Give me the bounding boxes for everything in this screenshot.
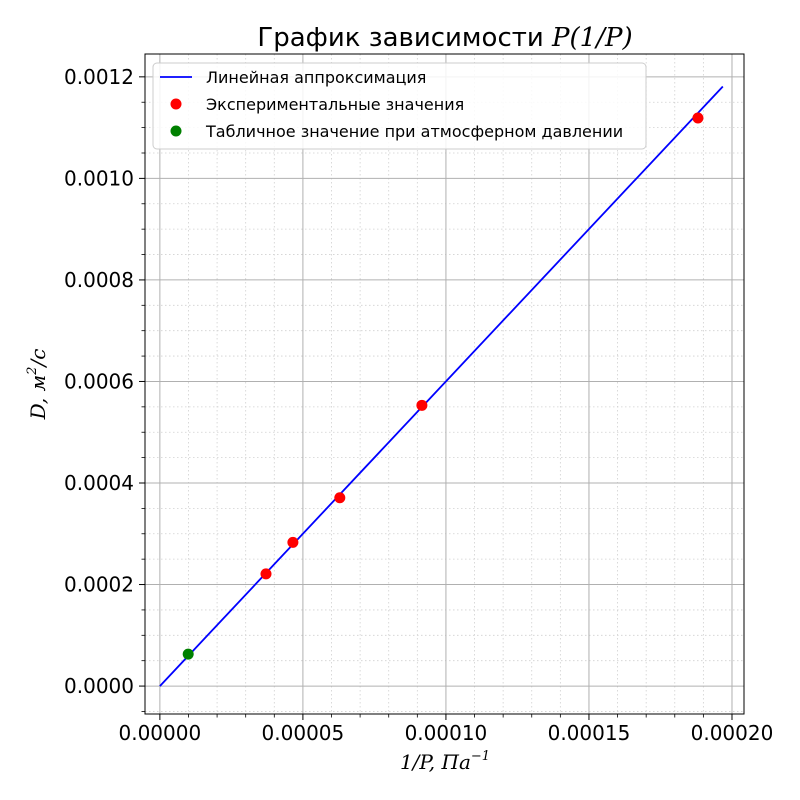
chart-title: График зависимости P(1/P): [257, 23, 632, 53]
legend-label-fit: Линейная аппроксимация: [206, 68, 426, 87]
legend-marker-experimental: [170, 98, 182, 110]
major-grid: [145, 54, 744, 714]
experimental-point: [287, 536, 299, 548]
y-tick-label: 0.0000: [64, 674, 134, 698]
legend: Линейная аппроксимация Экспериментальные…: [152, 62, 647, 150]
axis-ticks: [139, 76, 733, 720]
y-tick-label: 0.0010: [64, 166, 134, 190]
x-tick-label: 0.00020: [691, 721, 774, 745]
x-tick-label: 0.00010: [405, 721, 488, 745]
plot-area-frame: [144, 53, 745, 715]
x-axis-label: 1/P, Па−1: [400, 749, 490, 774]
series-layer: [159, 85, 724, 687]
x-tick-label: 0.00005: [262, 721, 345, 745]
y-tick-label: 0.0008: [64, 268, 134, 292]
x-tick-label: 0.00000: [119, 721, 202, 745]
experimental-point: [416, 399, 428, 411]
tick-labels: 0.00000 0.00005 0.00010 0.00015 0.00020 0.000…: [64, 65, 773, 745]
experimental-point: [260, 568, 272, 580]
y-tick-label: 0.0006: [64, 369, 134, 393]
legend-box: [152, 62, 647, 150]
table-value-point: [182, 648, 194, 660]
legend-marker-table: [170, 125, 182, 137]
y-axis-label: D, м2/с: [25, 349, 50, 421]
experimental-point: [692, 112, 704, 124]
y-tick-label: 0.0004: [64, 471, 134, 495]
legend-label-table: Табличное значение при атмосферном давле…: [205, 122, 623, 141]
x-tick-label: 0.00015: [548, 721, 631, 745]
legend-label-experimental: Экспериментальные значения: [206, 95, 464, 114]
y-tick-label: 0.0012: [64, 65, 134, 89]
fit-line: [159, 85, 724, 687]
y-tick-label: 0.0002: [64, 573, 134, 597]
experimental-point: [334, 492, 346, 504]
